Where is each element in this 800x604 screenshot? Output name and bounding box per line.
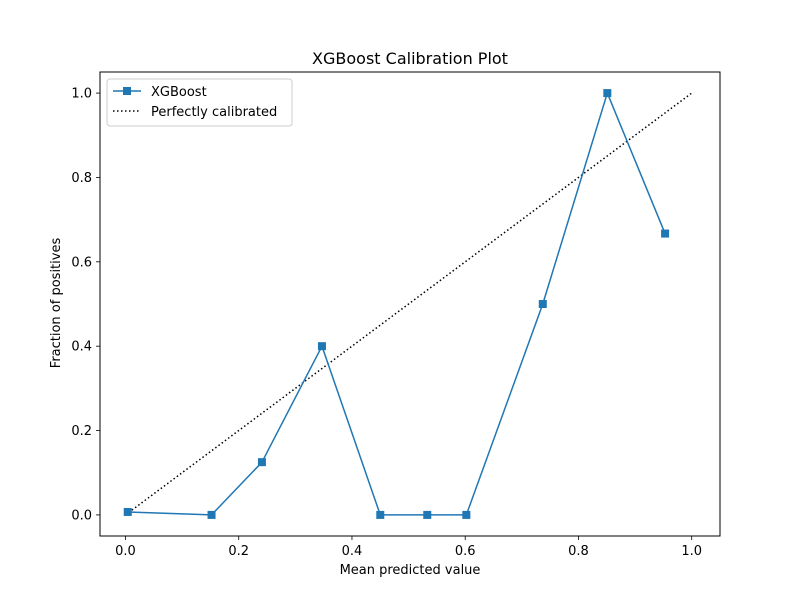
data-point-xgboost-0 bbox=[123, 507, 132, 516]
x-tick-label: 0.8 bbox=[568, 544, 589, 559]
data-point-xgboost-1 bbox=[207, 510, 216, 519]
series-line-xgboost bbox=[127, 92, 666, 516]
legend-box bbox=[106, 78, 293, 127]
y-axis-ticks: 0.0 0.2 0.4 0.6 0.8 1.0 bbox=[71, 87, 100, 523]
plot-frame bbox=[99, 71, 721, 537]
data-point-xgboost-3 bbox=[317, 342, 326, 351]
y-tick-label: 0.4 bbox=[71, 340, 92, 355]
x-axis-ticks: 0.0 0.2 0.4 0.6 0.8 1.0 bbox=[115, 536, 702, 559]
legend-xgboost-marker bbox=[123, 87, 131, 95]
legend-xgboost-label: XGBoost bbox=[151, 85, 207, 100]
y-tick-label: 0.2 bbox=[71, 424, 92, 439]
x-tick-label: 0.6 bbox=[455, 544, 476, 559]
x-axis-label: Mean predicted value bbox=[340, 563, 481, 578]
data-point-xgboost-6 bbox=[462, 510, 471, 519]
legend-perfectly-calibrated-label: Perfectly calibrated bbox=[151, 105, 277, 120]
y-axis-label: Fraction of positives bbox=[49, 238, 64, 369]
data-point-xgboost-7 bbox=[538, 300, 547, 308]
series-line-perfectly-calibrated bbox=[125, 92, 693, 516]
plot-content bbox=[123, 89, 693, 519]
x-tick-label: 0.2 bbox=[228, 544, 249, 559]
y-tick-label: 0.8 bbox=[71, 171, 92, 186]
y-tick-label: 1.0 bbox=[71, 87, 92, 102]
legend: XGBoost Perfectly calibrated bbox=[106, 78, 293, 127]
data-point-xgboost-4 bbox=[376, 510, 385, 519]
x-tick-label: 1.0 bbox=[681, 544, 702, 559]
data-point-xgboost-9 bbox=[661, 229, 670, 238]
x-tick-label: 0.4 bbox=[342, 544, 363, 559]
data-point-xgboost-2 bbox=[257, 458, 266, 467]
x-tick-label: 0.0 bbox=[115, 544, 136, 559]
data-point-xgboost-8 bbox=[603, 89, 612, 98]
y-tick-label: 0.6 bbox=[71, 255, 92, 270]
chart-title: XGBoost Calibration Plot bbox=[312, 49, 508, 68]
data-point-xgboost-5 bbox=[423, 510, 432, 519]
y-tick-label: 0.0 bbox=[71, 508, 92, 523]
